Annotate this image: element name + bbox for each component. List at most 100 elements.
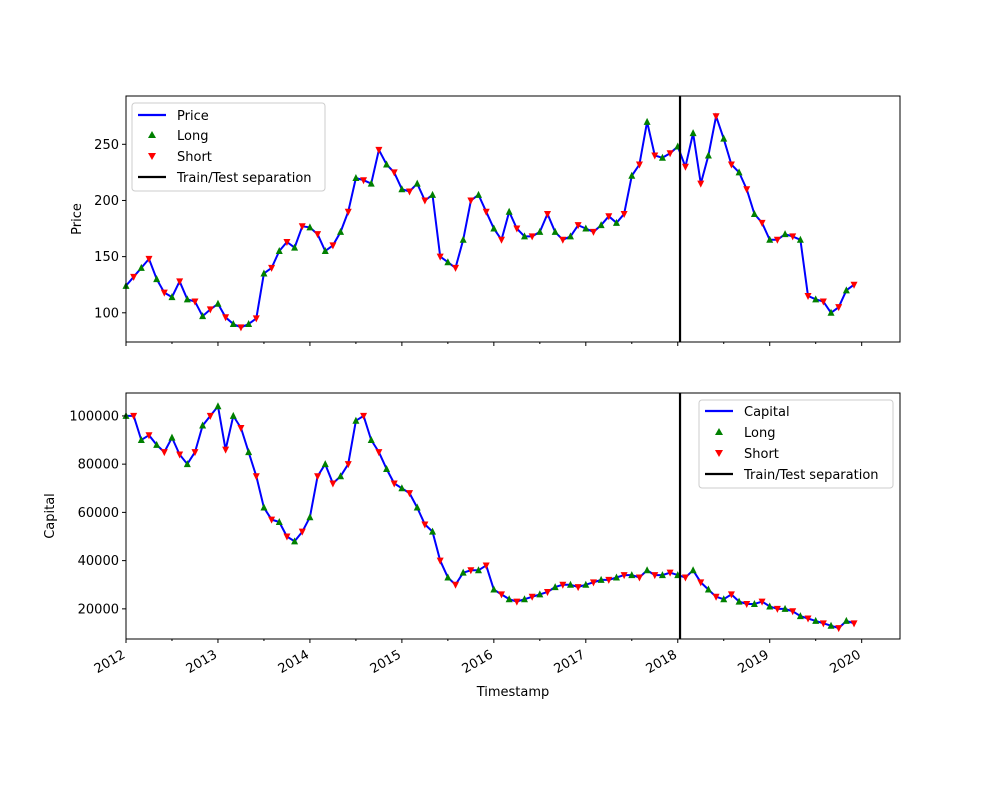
long-marker <box>260 503 268 511</box>
short-marker <box>283 533 291 541</box>
legend-capital-label: Capital <box>744 405 790 420</box>
y-tick-label: 100 <box>94 306 119 321</box>
short-marker <box>574 222 582 230</box>
long-marker <box>229 411 237 419</box>
short-marker <box>543 210 551 218</box>
short-marker <box>191 449 199 457</box>
short-marker <box>727 591 735 599</box>
legend-separation-label: Train/Test separation <box>743 468 879 483</box>
x-tick-label: 2016 <box>460 647 496 677</box>
short-marker <box>513 598 521 606</box>
long-marker <box>720 595 728 603</box>
short-marker <box>513 225 521 233</box>
short-marker <box>589 228 597 236</box>
long-marker <box>383 160 391 168</box>
long-marker <box>612 573 620 581</box>
short-marker <box>620 210 628 218</box>
short-marker <box>452 581 460 589</box>
x-tick-label: 2017 <box>552 647 588 677</box>
y-tick-label: 80000 <box>78 458 119 473</box>
short-marker <box>436 557 444 565</box>
long-marker <box>413 503 421 511</box>
short-marker <box>375 449 383 457</box>
short-marker <box>329 242 337 250</box>
long-marker <box>260 269 268 277</box>
x-tick-label: 2013 <box>184 647 220 677</box>
price-legend-box <box>131 102 326 192</box>
long-marker <box>750 600 758 608</box>
price-panel: 100 150 200 250 Price Price Long Short Trai… <box>70 95 901 346</box>
long-marker <box>536 590 544 598</box>
long-marker <box>153 440 161 448</box>
short-marker <box>176 278 184 286</box>
short-marker <box>222 314 230 322</box>
short-marker <box>145 255 153 263</box>
legend-separation-label: Train/Test separation <box>176 171 312 186</box>
short-marker <box>498 591 506 599</box>
long-marker <box>658 153 666 161</box>
long-marker <box>199 312 207 320</box>
long-marker <box>658 571 666 579</box>
long-marker <box>505 595 513 603</box>
short-marker <box>436 253 444 261</box>
long-marker <box>459 235 467 243</box>
short-marker <box>651 152 659 160</box>
short-marker <box>145 432 153 440</box>
legend-short-label: Short <box>177 150 212 165</box>
capital-axes-frame <box>125 392 901 640</box>
y-tick-label: 150 <box>94 250 119 265</box>
short-marker <box>681 574 689 582</box>
short-marker <box>314 231 322 239</box>
short-marker <box>176 451 184 459</box>
short-marker <box>574 584 582 592</box>
short-marker <box>605 576 613 584</box>
long-marker <box>750 209 758 217</box>
y-tick-label: 200 <box>94 194 119 209</box>
long-marker <box>413 179 421 187</box>
long-marker <box>520 232 528 240</box>
long-marker <box>168 433 176 441</box>
short-marker <box>498 236 506 244</box>
long-marker <box>337 227 345 235</box>
short-marker <box>835 625 843 633</box>
long-marker <box>812 616 820 624</box>
long-marker <box>612 218 620 226</box>
legend-short-icon <box>148 153 156 160</box>
x-tick-label: 2019 <box>736 647 772 677</box>
long-marker <box>827 621 835 629</box>
short-marker <box>329 480 337 488</box>
short-marker <box>252 315 260 323</box>
long-marker <box>720 134 728 142</box>
y-tick-label: 20000 <box>78 602 119 617</box>
short-marker <box>160 289 168 297</box>
short-marker <box>819 298 827 306</box>
short-marker <box>206 306 214 314</box>
long-marker <box>306 223 314 231</box>
y-tick-label: 100000 <box>69 409 119 424</box>
short-marker <box>130 412 138 420</box>
short-marker <box>360 177 368 185</box>
short-marker <box>804 292 812 300</box>
long-marker <box>337 472 345 480</box>
short-marker <box>390 480 398 488</box>
short-marker <box>712 113 720 121</box>
long-marker <box>551 227 559 235</box>
long-marker <box>321 460 329 468</box>
long-marker <box>704 585 712 593</box>
short-marker <box>743 601 751 609</box>
long-marker <box>429 190 437 198</box>
short-marker <box>283 239 291 247</box>
short-marker <box>390 169 398 177</box>
short-marker <box>528 593 536 601</box>
long-marker <box>781 604 789 612</box>
capital-legend: Capital Long Short Train/Test separation <box>698 399 894 489</box>
short-marker <box>360 412 368 420</box>
long-marker <box>766 602 774 610</box>
long-marker <box>291 243 299 251</box>
long-marker <box>735 168 743 176</box>
long-marker <box>781 230 789 238</box>
short-marker <box>727 161 735 169</box>
short-marker <box>375 146 383 154</box>
legend-long-label: Long <box>177 129 208 144</box>
short-marker <box>758 219 766 227</box>
